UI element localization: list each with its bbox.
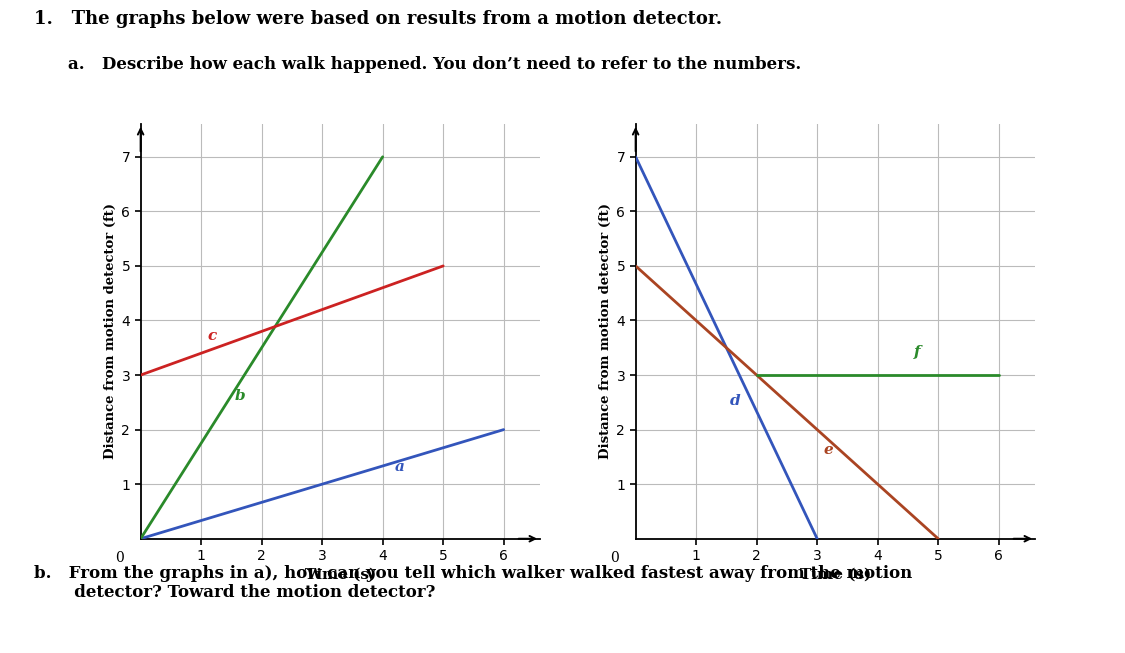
Text: d: d — [729, 394, 740, 408]
X-axis label: Time (s): Time (s) — [800, 567, 871, 581]
Text: 1.   The graphs below were based on results from a motion detector.: 1. The graphs below were based on result… — [34, 10, 722, 28]
Text: b: b — [234, 389, 245, 403]
Y-axis label: Distance from motion detector (ft): Distance from motion detector (ft) — [600, 203, 612, 460]
Text: 0: 0 — [610, 551, 619, 565]
Y-axis label: Distance from motion detector (ft): Distance from motion detector (ft) — [105, 203, 117, 460]
Text: b.   From the graphs in a), how can you tell which walker walked fastest away fr: b. From the graphs in a), how can you te… — [34, 565, 912, 601]
Text: a: a — [395, 460, 405, 473]
Text: a.   Describe how each walk happened. You don’t need to refer to the numbers.: a. Describe how each walk happened. You … — [68, 56, 801, 72]
Text: f: f — [914, 345, 920, 359]
Text: c: c — [207, 328, 216, 343]
Text: e: e — [824, 443, 832, 457]
Text: 0: 0 — [115, 551, 124, 565]
X-axis label: Time (s): Time (s) — [305, 567, 376, 581]
